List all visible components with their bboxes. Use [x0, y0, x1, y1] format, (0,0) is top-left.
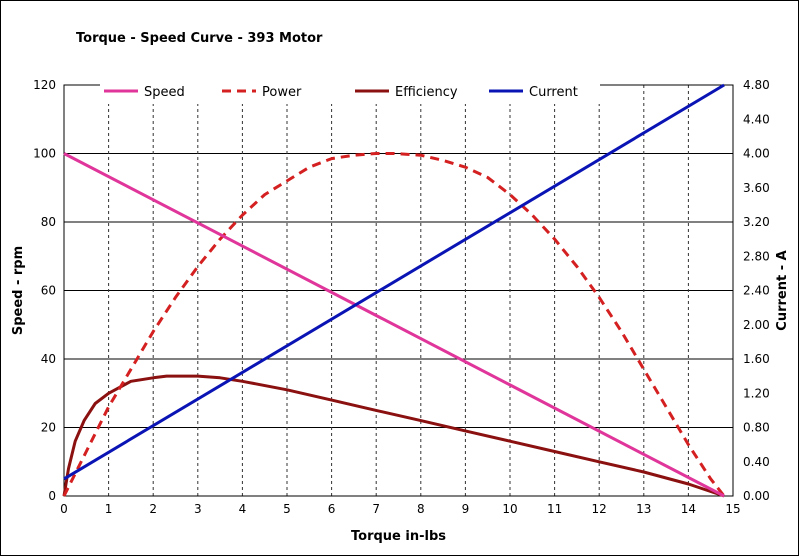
- x-tick-label: 13: [636, 502, 651, 516]
- y-tick-label: 40: [41, 352, 56, 366]
- y2-tick-label: 0.00: [743, 489, 770, 503]
- y-axis-title: Speed - rpm: [11, 246, 26, 335]
- y-tick-label: 0: [48, 489, 56, 503]
- x-tick-label: 5: [283, 502, 291, 516]
- y2-tick-label: 4.80: [743, 78, 770, 92]
- y2-tick-label: 1.20: [743, 386, 770, 400]
- y2-tick-label: 3.20: [743, 215, 770, 229]
- x-tick-label: 11: [547, 502, 562, 516]
- legend-label-power: Power: [262, 85, 302, 100]
- x-tick-label: 15: [725, 502, 740, 516]
- tick-labels: 0 1 2 3 4 5 6 7 8 9 10 11 12 13 14 150204060801001200.0…: [33, 78, 770, 516]
- x-tick-label: 9: [462, 502, 470, 516]
- y-tick-label: 80: [41, 215, 56, 229]
- y2-tick-label: 0.40: [743, 455, 770, 469]
- y2-tick-label: 2.00: [743, 318, 770, 332]
- legend-label-speed: Speed: [144, 85, 185, 100]
- x-tick-label: 10: [502, 502, 517, 516]
- x-axis-title: Torque in-lbs: [351, 529, 446, 544]
- x-tick-label: 3: [194, 502, 202, 516]
- x-tick-label: 4: [239, 502, 247, 516]
- y2-tick-label: 4.40: [743, 112, 770, 126]
- y2-tick-label: 0.80: [743, 421, 770, 435]
- y2-tick-label: 1.60: [743, 352, 770, 366]
- x-tick-label: 6: [328, 502, 336, 516]
- x-tick-label: 14: [681, 502, 696, 516]
- x-tick-label: 1: [105, 502, 113, 516]
- y-tick-label: 20: [41, 421, 56, 435]
- y2-tick-label: 2.80: [743, 249, 770, 263]
- y2-tick-label: 3.60: [743, 181, 770, 195]
- y2-axis-title: Current - A: [775, 250, 790, 330]
- x-tick-label: 0: [60, 502, 68, 516]
- grid: [64, 84, 733, 497]
- x-tick-label: 8: [417, 502, 425, 516]
- y2-tick-label: 2.40: [743, 284, 770, 298]
- series-line-power: [62, 152, 726, 497]
- series-layer: [62, 83, 726, 498]
- y-tick-label: 60: [41, 284, 56, 298]
- series-line-speed: [63, 152, 725, 498]
- legend-label-current: Current: [529, 85, 578, 100]
- y-tick-label: 120: [33, 78, 56, 92]
- x-tick-label: 12: [592, 502, 607, 516]
- x-tick-label: 7: [372, 502, 380, 516]
- y-tick-label: 100: [33, 147, 56, 161]
- series-line-efficiency: [62, 374, 725, 498]
- legend: Speed Power Efficiency Current: [100, 80, 600, 104]
- chart-title: Torque - Speed Curve - 393 Motor: [76, 31, 323, 46]
- series-line-current: [63, 83, 725, 481]
- legend-label-efficiency: Efficiency: [395, 85, 458, 100]
- x-tick-label: 2: [149, 502, 157, 516]
- y2-tick-label: 4.00: [743, 147, 770, 161]
